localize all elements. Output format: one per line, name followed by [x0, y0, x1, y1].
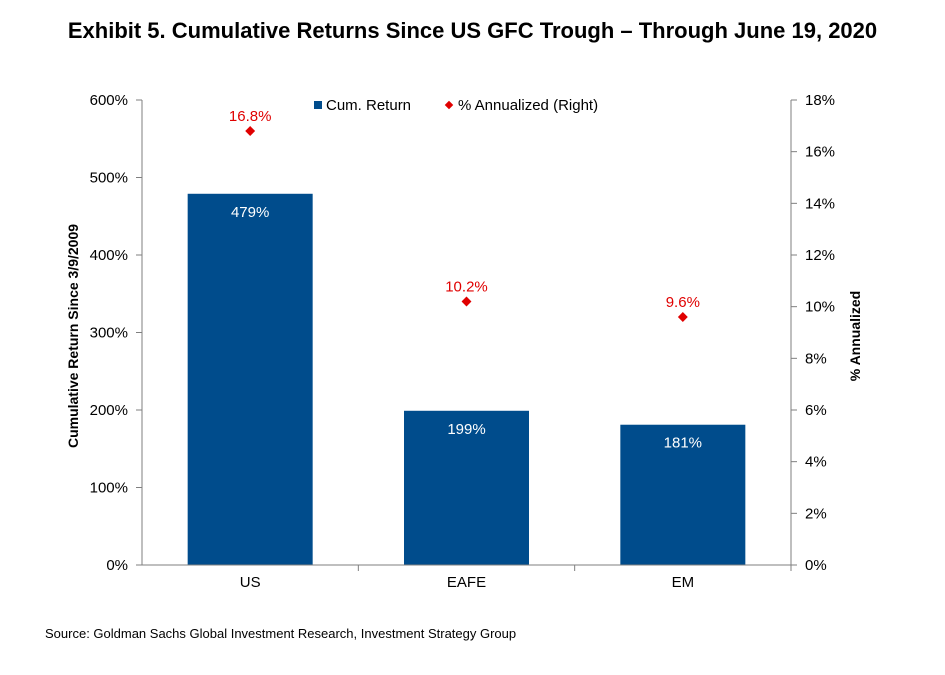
left-tick-label: 600% [90, 92, 128, 109]
bar-data-label: 199% [447, 421, 485, 438]
bar [404, 410, 529, 565]
marker-point [245, 126, 256, 136]
bar-series: 479% 199% 181% [187, 193, 746, 565]
marker-point [461, 296, 472, 307]
x-tick-label: EM [672, 574, 695, 591]
left-tick-label: 400% [90, 247, 128, 264]
left-tick-label: 300% [90, 325, 128, 342]
right-tick-label: 0% [805, 557, 827, 574]
right-tick-label: 10% [805, 299, 835, 316]
marker-data-label: 16.8% [229, 108, 272, 125]
right-tick-label: 4% [805, 454, 827, 471]
legend-bar-label: Cum. Return [326, 97, 411, 114]
bar-data-label: 479% [231, 204, 269, 221]
legend-bar-swatch [314, 101, 322, 109]
legend: Cum. Return % Annualized (Right) [314, 97, 598, 114]
right-tick-label: 12% [805, 247, 835, 264]
legend-marker-label: % Annualized (Right) [458, 97, 598, 114]
marker-point [677, 312, 688, 322]
source-note: Source: Goldman Sachs Global Investment … [45, 626, 517, 641]
left-tick-label: 0% [106, 557, 128, 574]
left-tick-label: 500% [90, 170, 128, 187]
chart-title: Exhibit 5. Cumulative Returns Since US G… [67, 18, 878, 43]
marker-data-label: 10.2% [445, 279, 488, 296]
right-axis: 0% 2% 4% 6% 8% 10% 12% 14% 16% 18% [790, 92, 835, 574]
right-tick-label: 6% [805, 402, 827, 419]
marker-series: 16.8% 10.2% 9.6% [229, 108, 700, 322]
left-tick-label: 200% [90, 402, 128, 419]
right-tick-label: 16% [805, 144, 835, 161]
right-tick-label: 2% [805, 505, 827, 522]
bar [187, 193, 313, 565]
x-tick-label: US [240, 574, 261, 591]
bar-data-label: 181% [664, 435, 702, 452]
y-axis-label: Cumulative Return Since 3/9/2009 [65, 224, 81, 448]
right-tick-label: 18% [805, 92, 835, 109]
x-tick-label: EAFE [447, 574, 486, 591]
marker-data-label: 9.6% [666, 294, 700, 311]
bar [620, 424, 746, 565]
left-axis: 0% 100% 200% 300% 400% 500% 600% [90, 92, 143, 574]
y2-axis-label: % Annualized [847, 291, 863, 382]
left-tick-label: 100% [90, 480, 128, 497]
x-axis: US EAFE EM [142, 564, 792, 591]
right-tick-label: 14% [805, 195, 835, 212]
legend-marker-swatch [444, 100, 454, 110]
right-tick-label: 8% [805, 350, 827, 367]
